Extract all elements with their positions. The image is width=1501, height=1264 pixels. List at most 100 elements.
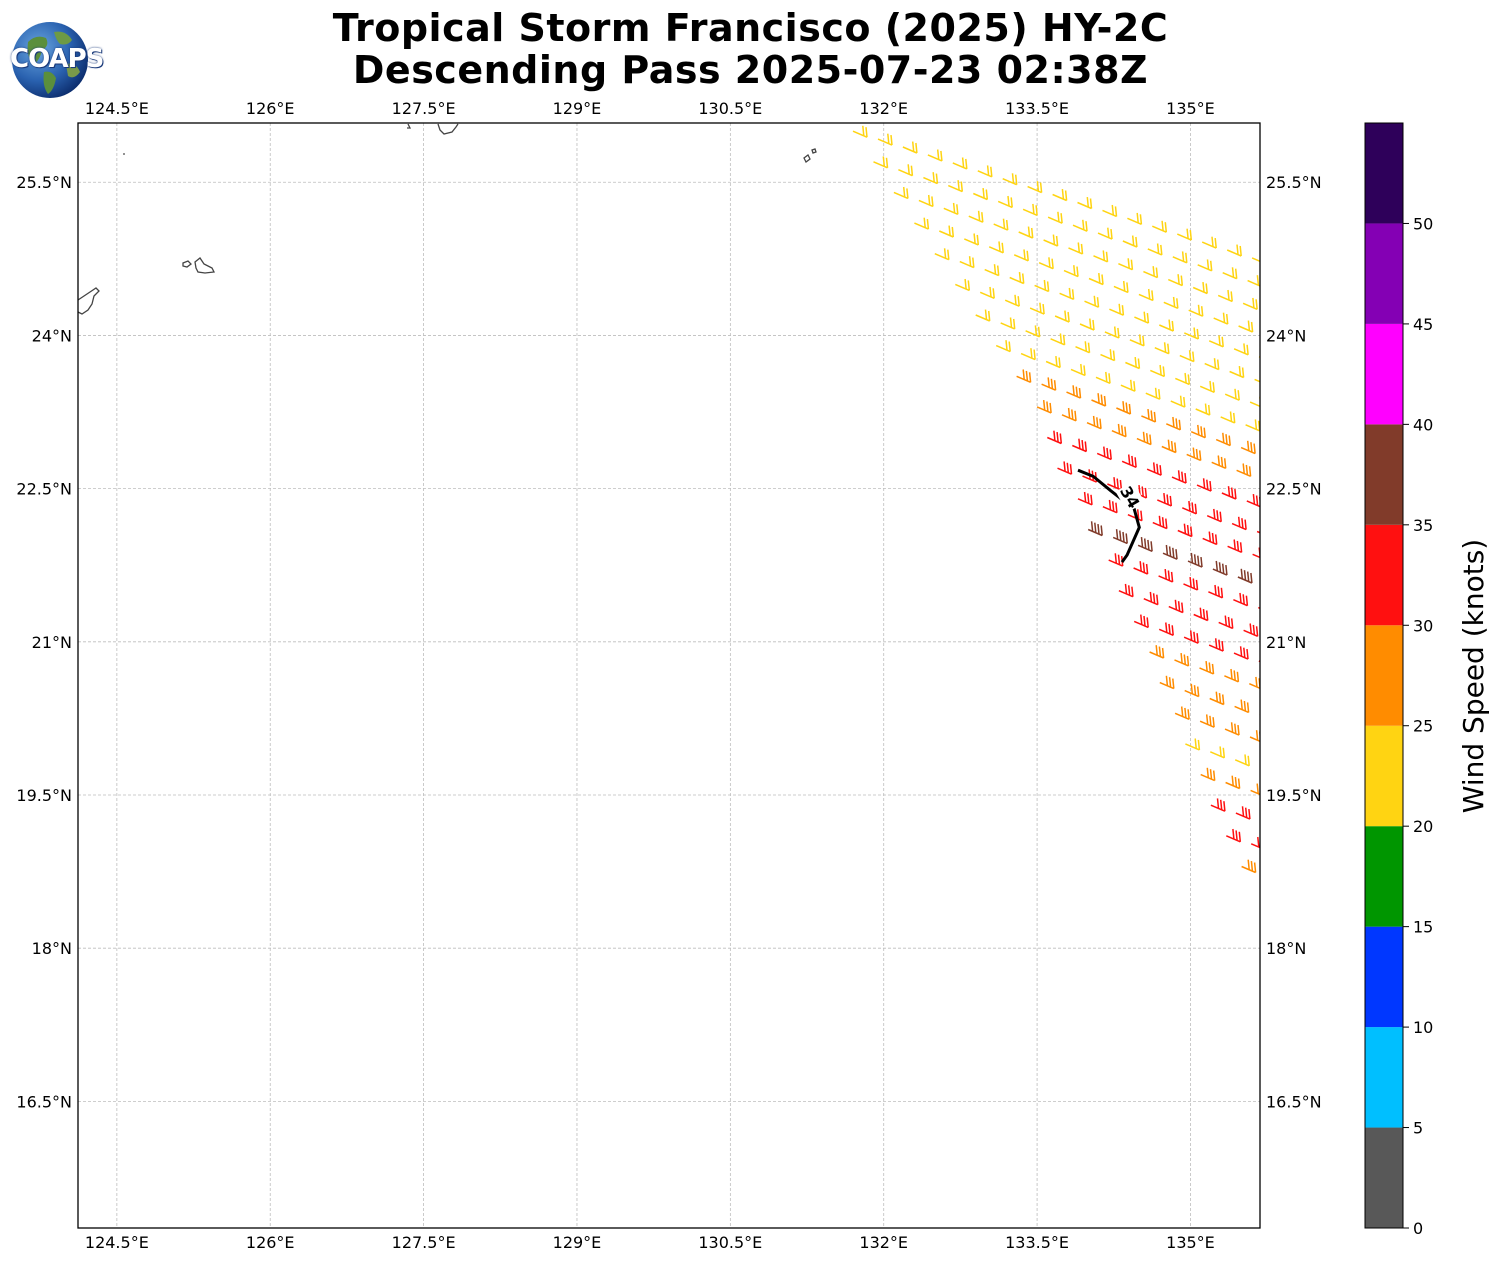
lat-tick-label: 25.5°N [1266, 173, 1322, 192]
wind-barb [1070, 363, 1086, 377]
contour-label: 34 [1115, 481, 1145, 513]
wind-barb [934, 248, 950, 261]
wind-barb [1263, 577, 1277, 591]
wind-barb [1112, 529, 1128, 545]
colorbar-segment [1365, 926, 1403, 1028]
wind-barb [1125, 357, 1141, 370]
wind-barb [1233, 646, 1249, 660]
wind-barb [1158, 569, 1174, 583]
map-frame [77, 122, 1261, 1229]
wind-barb [927, 149, 943, 162]
colorbar-tick-label: 20 [1413, 817, 1433, 836]
wind-barb [1050, 333, 1066, 346]
wind-barb [1174, 706, 1190, 720]
wind-barb [1261, 814, 1275, 827]
lat-tick-label: 16.5°N [1266, 1092, 1322, 1111]
wind-barb [1096, 446, 1112, 461]
wind-barb [1020, 348, 1036, 361]
colorbar-segment [1365, 323, 1403, 425]
wind-barb [1087, 521, 1103, 537]
wind-barb [993, 218, 1009, 231]
wind-barb [1147, 243, 1163, 256]
wind-barb [852, 125, 868, 138]
wind-barb [1109, 303, 1125, 316]
wind-barb [1127, 212, 1143, 225]
wind-barb [1210, 746, 1226, 759]
wind-barb [1210, 798, 1226, 812]
wind-barb [977, 165, 993, 178]
wind-contour-34kt: 34 [1077, 468, 1145, 563]
wind-barb [1154, 342, 1170, 355]
wind-barb [1034, 279, 1050, 293]
wind-barb [1163, 296, 1179, 309]
island-outline [437, 123, 459, 135]
lat-tick-label: 22.5°N [16, 480, 72, 499]
wind-barb [975, 309, 991, 322]
wind-barb [1104, 326, 1120, 339]
wind-barb [1202, 531, 1218, 546]
wind-barb [1208, 335, 1224, 348]
wind-barb [995, 340, 1011, 353]
wind-barb [1212, 560, 1228, 576]
wind-barb [1229, 366, 1245, 379]
wind-barb [1249, 396, 1260, 408]
colorbar-segment [1365, 223, 1403, 324]
wind-barb [1179, 350, 1195, 363]
wind-barb [1149, 645, 1165, 659]
wind-barb [1118, 258, 1134, 271]
wind-barb [1136, 431, 1152, 446]
logo-text: COAPS [10, 44, 104, 74]
wind-barb [948, 180, 964, 193]
lon-tick-label: 135°E [1166, 1233, 1215, 1252]
wind-barb [914, 217, 930, 230]
lon-tick-label: 124.5°E [85, 99, 149, 118]
wind-barb [1093, 250, 1109, 263]
wind-barb [1084, 295, 1100, 308]
wind-barb [1038, 257, 1054, 270]
lat-tick-label: 22.5°N [1266, 480, 1322, 499]
colorbar-segment [1365, 625, 1403, 726]
wind-barb [1226, 828, 1242, 843]
island-outline [77, 287, 100, 315]
island-outline [811, 148, 817, 154]
wind-barb [1177, 523, 1193, 538]
lon-tick-label: 126°E [246, 1233, 295, 1252]
wind-barb [1077, 491, 1093, 506]
wind-barb [1182, 500, 1198, 515]
wind-barb [1004, 294, 1020, 307]
wind-barb [1250, 836, 1260, 849]
colorbar: 0 5 10 15 20 25 30 35 40 45 50 [1364, 122, 1433, 1238]
coastlines [77, 123, 817, 315]
wind-barb [1209, 691, 1225, 706]
wind-barb [939, 225, 955, 238]
wind-barb [1254, 378, 1260, 383]
wind-barb [1221, 486, 1237, 500]
wind-barb [1192, 282, 1208, 295]
wind-barb [1267, 868, 1281, 881]
wind-barb [1201, 236, 1217, 249]
island-outline [194, 257, 215, 274]
lat-tick-label: 18°N [32, 939, 72, 958]
wind-barb [1120, 379, 1136, 392]
wind-barb [1102, 204, 1118, 218]
latitude-labels-left: 16.5°N 18°N 19.5°N 21°N 22.5°N 24°N 25.5°N [16, 173, 72, 1111]
lon-tick-label: 127.5°E [392, 99, 456, 118]
wind-barb [1091, 393, 1107, 407]
lat-tick-label: 16.5°N [16, 1092, 72, 1111]
wind-barb [1066, 385, 1082, 399]
wind-barb [1072, 438, 1088, 453]
lon-tick-label: 130.5°E [698, 1233, 762, 1252]
lon-tick-label: 129°E [553, 1233, 602, 1252]
wind-barb [1075, 341, 1091, 354]
wind-barb [1243, 623, 1259, 637]
lon-tick-label: 124.5°E [85, 1233, 149, 1252]
wind-barb [1199, 714, 1215, 728]
wind-barb [1168, 274, 1184, 287]
wind-barb [1225, 775, 1241, 790]
latitude-labels-right: 16.5°N 18°N 19.5°N 21°N 22.5°N 24°N 25.5°N [1266, 173, 1322, 1111]
wind-barb [1234, 754, 1250, 767]
contour-line [1077, 468, 1141, 563]
wind-barb [1237, 568, 1253, 584]
lon-tick-label: 132°E [859, 99, 908, 118]
colorbar-segment [1365, 826, 1403, 927]
